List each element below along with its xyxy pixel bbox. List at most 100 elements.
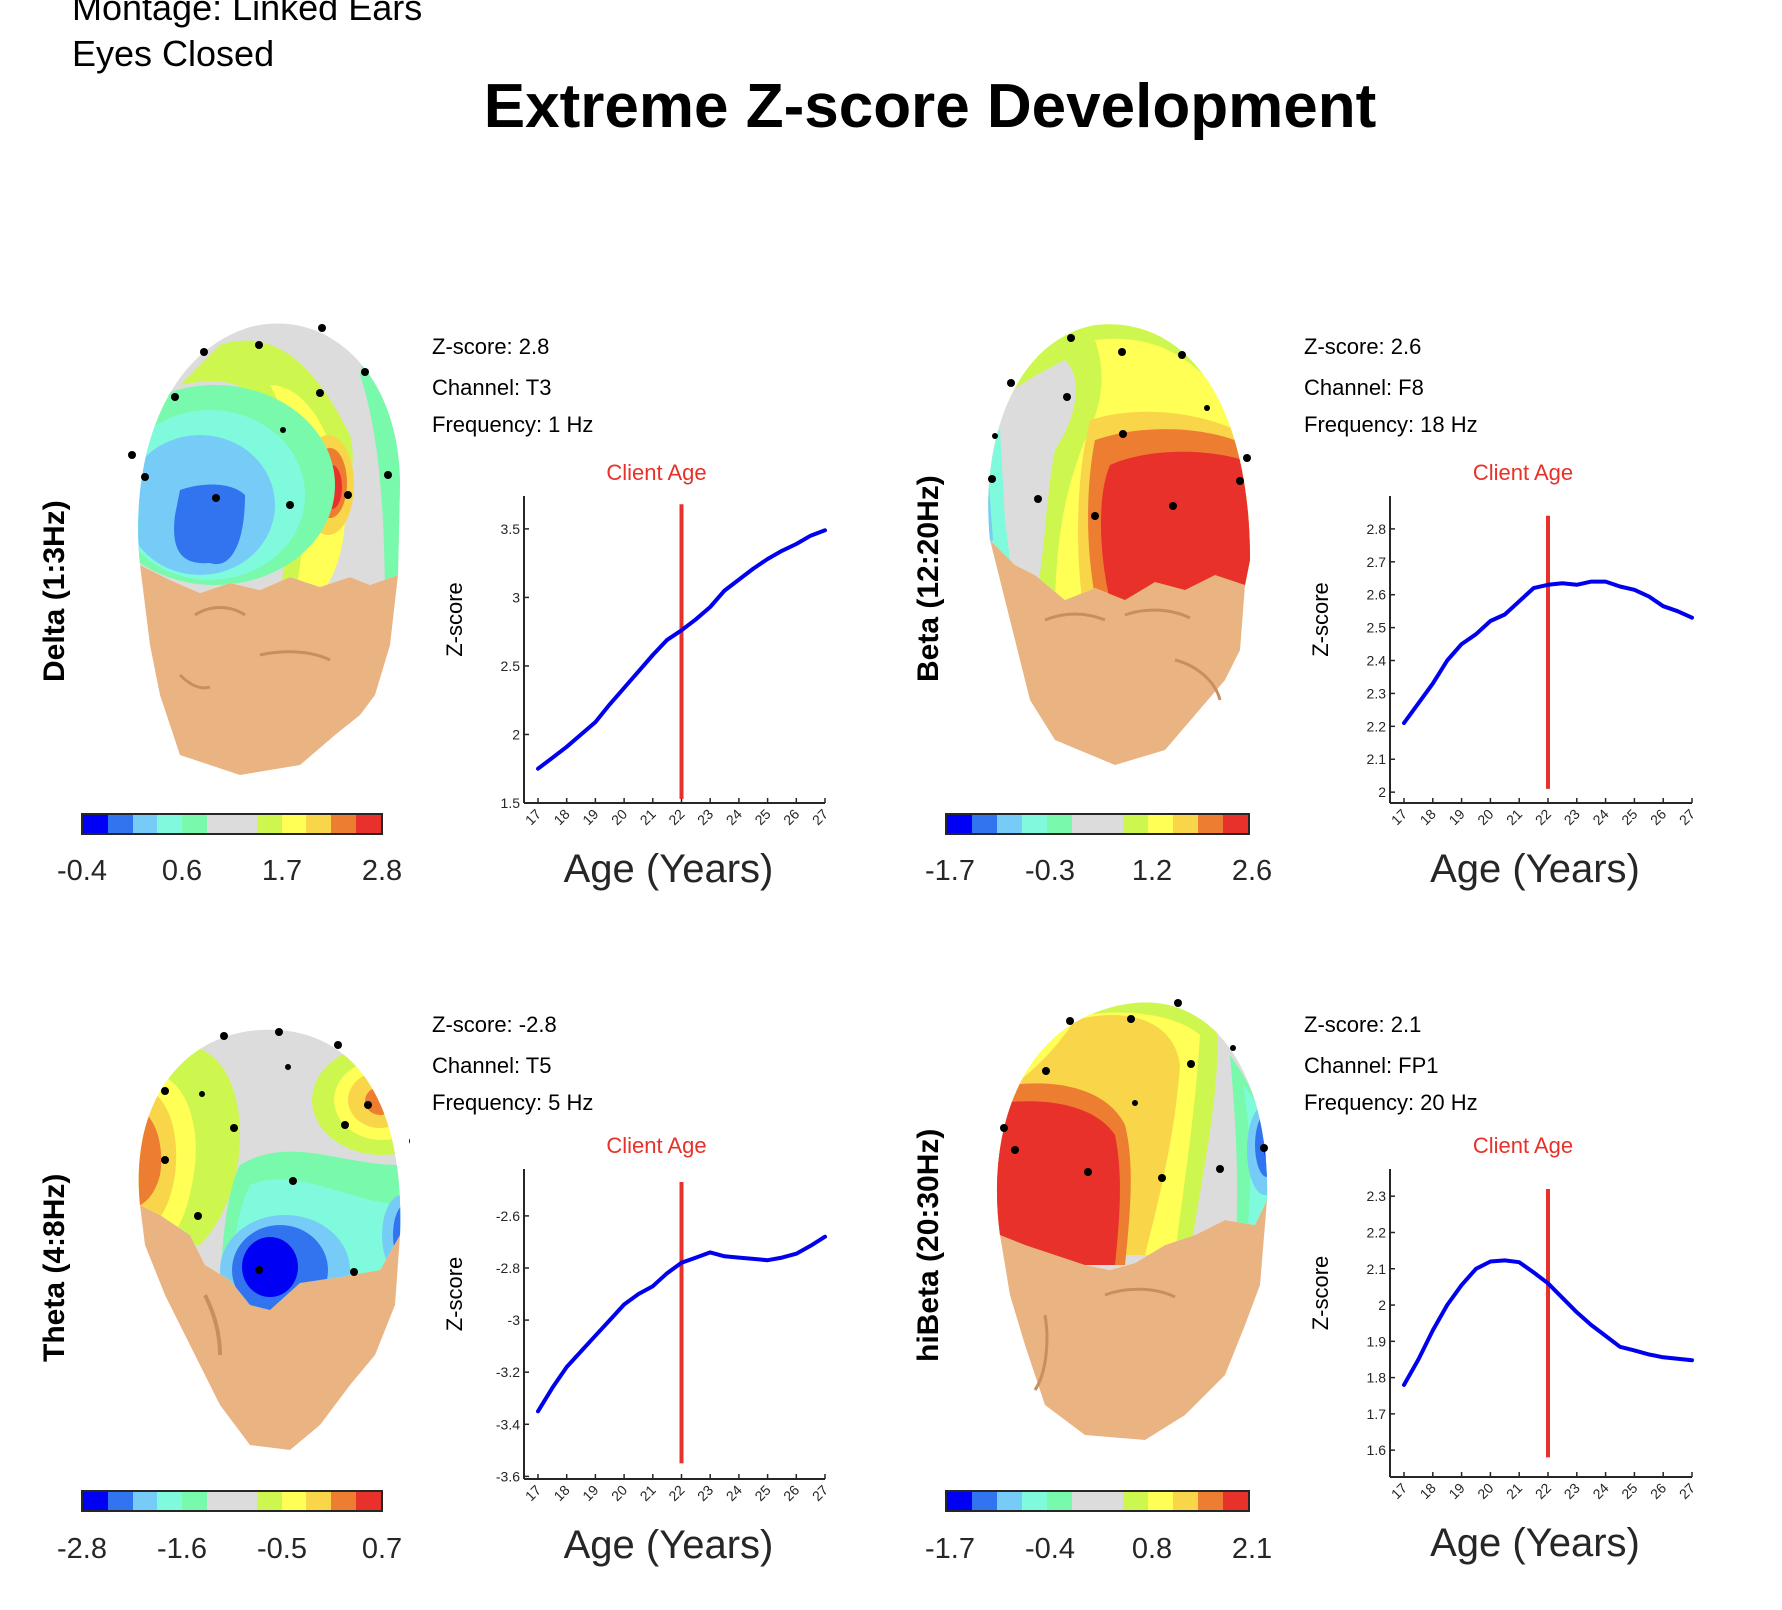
electrode-markers — [988, 334, 1251, 520]
x-tick-label: 23 — [694, 806, 716, 828]
colorbar-label: -1.7 — [925, 1533, 975, 1565]
x-tick-label: 18 — [550, 1482, 572, 1504]
x-axis-label: Age (Years) — [1430, 847, 1640, 891]
y-tick-label: -3.6 — [496, 1468, 520, 1484]
zscore-series-line-hibeta — [1402, 1258, 1694, 1387]
x-tick-label: 20 — [608, 1482, 630, 1504]
x-tick-label: 26 — [1647, 806, 1669, 828]
colorbar-label: 2.1 — [1231, 1533, 1273, 1565]
colorbar-segment — [107, 815, 133, 833]
colorbar-segment — [1122, 815, 1148, 833]
y-tick-label: 1.9 — [1367, 1333, 1387, 1349]
colorbar-label: -0.4 — [57, 855, 107, 887]
x-tick-label: 19 — [579, 806, 601, 828]
colorbar-label: 1.7 — [261, 855, 303, 887]
colorbar-segment — [132, 815, 158, 833]
frequency-info-beta: Frequency: 18 Hz — [1304, 412, 1478, 437]
x-tick-label: 17 — [522, 1482, 544, 1504]
x-tick-label: 24 — [723, 1482, 745, 1504]
y-axis-label: Z-score — [1308, 1256, 1333, 1331]
colorbar-segment — [281, 1492, 307, 1510]
x-tick-label: 18 — [1417, 1480, 1439, 1502]
y-tick-label: 2.4 — [1367, 653, 1387, 669]
frequency-info-hibeta: Frequency: 20 Hz — [1304, 1090, 1478, 1115]
y-tick-label: 2.8 — [1367, 521, 1387, 537]
x-tick-label: 17 — [522, 806, 544, 828]
colorbar-label: -2.8 — [57, 1533, 107, 1565]
head-topomap-delta — [128, 323, 400, 775]
zscore-info-delta: Z-score: 2.8 — [432, 334, 550, 359]
y-axis-label: Z-score — [442, 1257, 467, 1332]
x-tick-label: 21 — [1503, 1480, 1525, 1502]
head-topomap-theta — [138, 1028, 410, 1450]
colorbar-segment — [83, 1492, 108, 1510]
y-axis-label: Z-score — [1308, 582, 1333, 657]
electrode-markers — [161, 1028, 410, 1276]
x-tick-label: 24 — [1589, 1480, 1611, 1502]
colorbar-label: -1.6 — [157, 1533, 207, 1565]
electrode-markers — [128, 324, 392, 509]
colorbar-segment — [997, 1492, 1023, 1510]
colorbar-segment — [132, 1492, 158, 1510]
x-tick-label: 19 — [1445, 1480, 1467, 1502]
x-tick-label: 26 — [780, 806, 802, 828]
y-tick-label: 2.3 — [1367, 1188, 1387, 1204]
x-tick-label: 25 — [1618, 806, 1640, 828]
colorbar-segment — [356, 1492, 381, 1510]
colorbar-segment — [1072, 1492, 1123, 1510]
y-tick-label: 2.3 — [1367, 685, 1387, 701]
x-tick-label: 17 — [1388, 1480, 1410, 1502]
y-tick-label: 1.8 — [1367, 1370, 1387, 1386]
x-tick-label: 23 — [694, 1482, 716, 1504]
colorbar-segment — [1047, 1492, 1073, 1510]
x-tick-label: 21 — [637, 1482, 659, 1504]
colorbar-segment — [1147, 815, 1173, 833]
x-tick-label: 21 — [1503, 806, 1525, 828]
head-face — [1000, 1200, 1267, 1440]
colorbar-segment — [972, 815, 998, 833]
colorbar-label: 0.7 — [361, 1533, 403, 1565]
colorbar-label: 0.8 — [1131, 1533, 1173, 1565]
colorbar-segment — [1197, 815, 1223, 833]
zscore-series-line-delta — [536, 528, 827, 771]
x-tick-label: 24 — [723, 806, 745, 828]
x-tick-label: 25 — [751, 806, 773, 828]
channel-info-delta: Channel: T3 — [432, 375, 552, 400]
x-tick-label: 18 — [550, 806, 572, 828]
x-tick-label: 20 — [608, 806, 630, 828]
x-axis-label: Age (Years) — [1430, 1521, 1640, 1565]
client-age-title: Client Age — [1473, 1133, 1573, 1158]
head-face — [990, 540, 1245, 765]
y-axis-label: Z-score — [442, 582, 467, 657]
y-tick-label: 3 — [512, 589, 520, 605]
colorbar-segment — [997, 815, 1023, 833]
head-face — [140, 565, 398, 775]
y-tick-label: -3 — [508, 1312, 521, 1328]
colorbar-segment — [1122, 1492, 1148, 1510]
x-tick-label: 17 — [1388, 806, 1410, 828]
x-tick-label: 25 — [751, 1482, 773, 1504]
colorbar-label: -1.7 — [925, 855, 975, 887]
head-topomap-beta — [988, 324, 1251, 765]
colorbar-strip — [81, 1490, 383, 1512]
colorbar-label: 2.8 — [361, 855, 403, 887]
colorbar-segment — [83, 815, 108, 833]
y-tick-label: 2.2 — [1367, 718, 1387, 734]
zscore-series-line-beta — [1402, 579, 1694, 725]
colorbar-label: -0.4 — [1025, 1533, 1075, 1565]
x-axis-label: Age (Years) — [564, 1523, 774, 1567]
colorbar-segment — [256, 815, 282, 833]
y-tick-label: 2.1 — [1367, 1261, 1387, 1277]
colorbar-label: 1.2 — [1131, 855, 1173, 887]
colorbar-strip — [945, 1490, 1250, 1512]
x-tick-label: 18 — [1417, 806, 1439, 828]
y-tick-label: 2.5 — [501, 658, 521, 674]
x-tick-label: 27 — [1676, 806, 1698, 828]
zscore-series-line-theta — [536, 1234, 827, 1414]
x-tick-label: 19 — [1445, 806, 1467, 828]
colorbar-segment — [1222, 815, 1248, 833]
colorbar-segment — [182, 815, 208, 833]
zscore-info-beta: Z-score: 2.6 — [1304, 334, 1422, 359]
colorbar-segment — [331, 815, 357, 833]
